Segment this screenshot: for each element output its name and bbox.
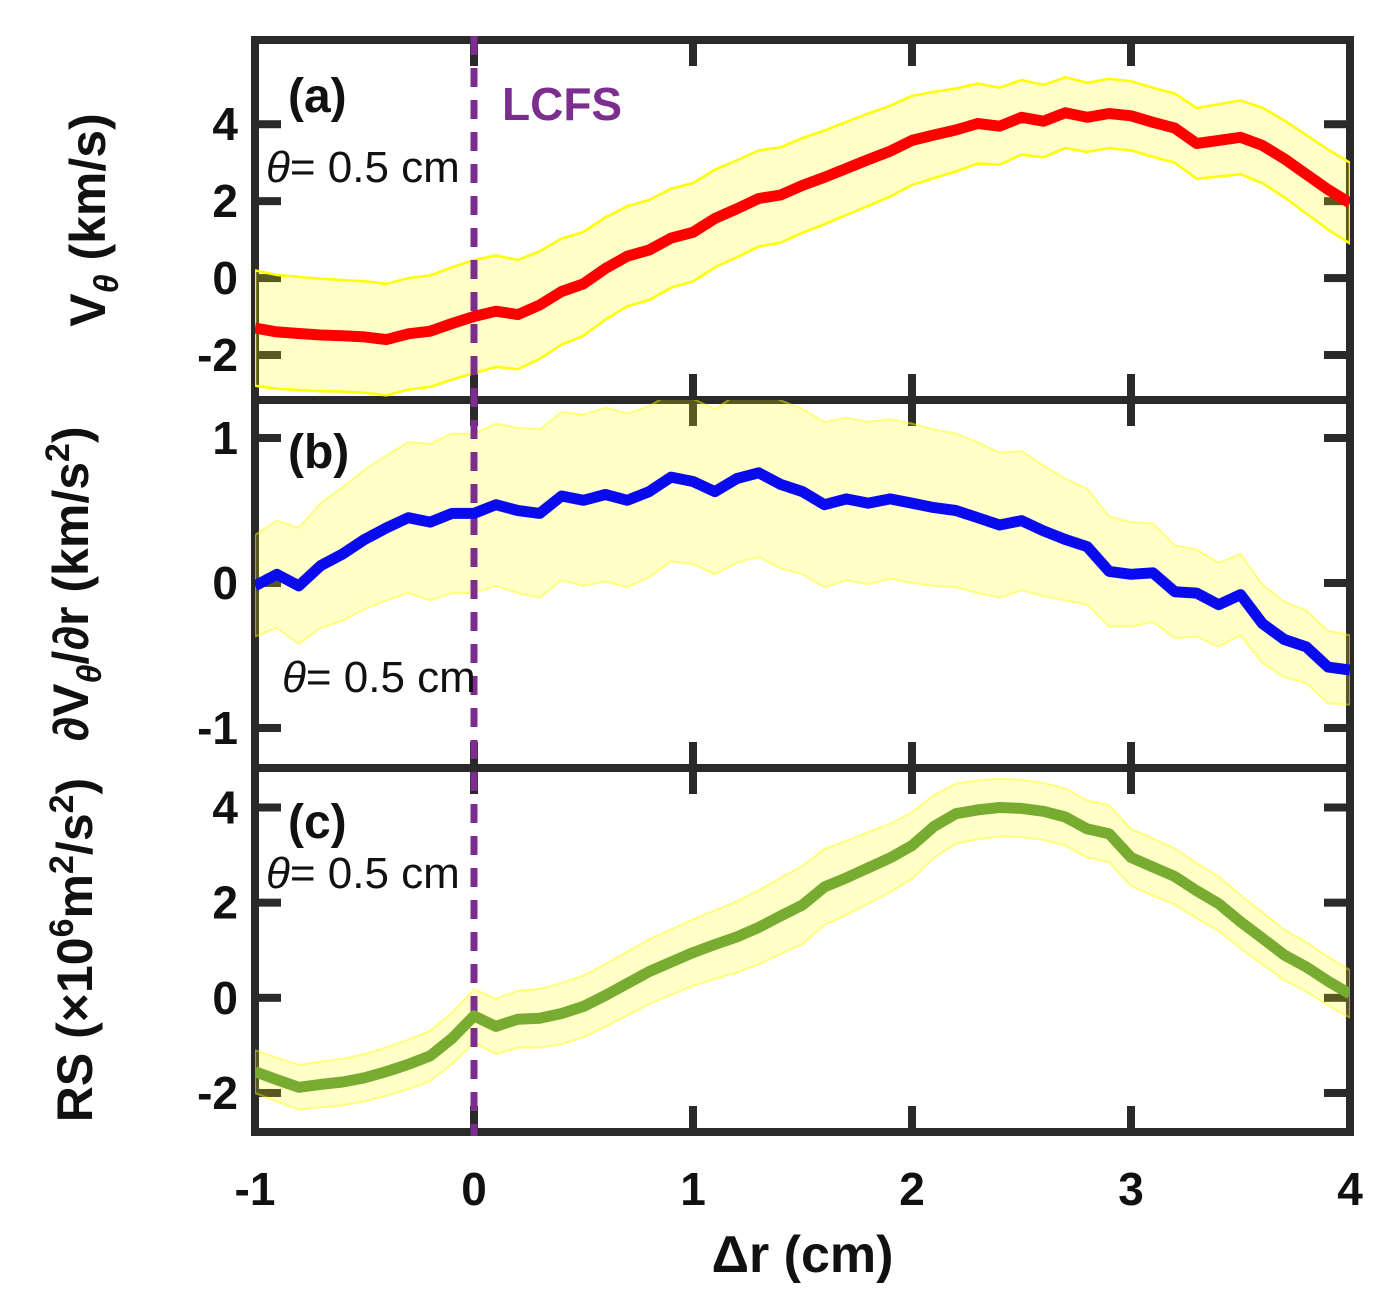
panel-a-ytick-label--2: -2 bbox=[197, 329, 238, 381]
panel-b-uncertainty-band bbox=[255, 400, 1350, 706]
panel-c-label: (c) bbox=[288, 796, 347, 849]
x-axis-title: Δr (cm) bbox=[712, 1226, 894, 1284]
xtick-label-2: 2 bbox=[899, 1163, 925, 1215]
panel-b-theta-annotation: θ= 0.5 cm bbox=[282, 653, 476, 702]
panel-c-ytick-label-4: 4 bbox=[212, 781, 238, 833]
panel-a-top-spine bbox=[251, 36, 1354, 44]
xtick-label-1: 1 bbox=[680, 1163, 706, 1215]
panel-c-y-axis-title: RS (×106m2/s2) bbox=[43, 778, 103, 1122]
tick-marks bbox=[251, 40, 1354, 1132]
panel-a-curve bbox=[255, 107, 1350, 346]
panel-c-ytick-label--2: -2 bbox=[197, 1067, 238, 1119]
panel-b-y-axis-title: ∂Vθ/∂r (km/s2) bbox=[39, 426, 109, 741]
panel-b-label: (b) bbox=[288, 426, 349, 479]
panel-ab-divider-spine bbox=[251, 396, 1354, 404]
panel-a-theta-annotation: θ= 0.5 cm bbox=[266, 143, 460, 192]
xtick-label-0: 0 bbox=[461, 1163, 487, 1215]
panel-c-uncertainty-band bbox=[255, 777, 1350, 1111]
panel-a-ytick-label-2: 2 bbox=[212, 175, 238, 227]
panel-c-theta-annotation: θ= 0.5 cm bbox=[266, 849, 460, 898]
panel-b-ytick-label-0: 0 bbox=[212, 557, 238, 609]
x-axis-spine bbox=[251, 1128, 1354, 1136]
panel-b-curve bbox=[255, 467, 1350, 676]
panel-a-uncertainty-band bbox=[255, 75, 1350, 397]
panel-c-curve bbox=[255, 802, 1350, 1093]
panel-a-ytick-label-0: 0 bbox=[212, 252, 238, 304]
panel-a-y-axis-title: Vθ (km/s) bbox=[60, 113, 126, 327]
panel-a-label: (a) bbox=[288, 70, 347, 123]
xtick-label--1: -1 bbox=[235, 1163, 276, 1215]
panel-b-ytick-label-1: 1 bbox=[212, 412, 238, 464]
panel-b-ytick-label--1: -1 bbox=[197, 702, 238, 754]
lcfs-label: LCFS bbox=[502, 78, 622, 130]
panel-c-ytick-label-2: 2 bbox=[212, 877, 238, 929]
panel-bc-divider-spine bbox=[251, 764, 1354, 772]
xtick-label-4: 4 bbox=[1337, 1163, 1363, 1215]
panel-a-ytick-label-4: 4 bbox=[212, 98, 238, 150]
panel-c-ytick-label-0: 0 bbox=[212, 972, 238, 1024]
xtick-label-3: 3 bbox=[1118, 1163, 1144, 1215]
